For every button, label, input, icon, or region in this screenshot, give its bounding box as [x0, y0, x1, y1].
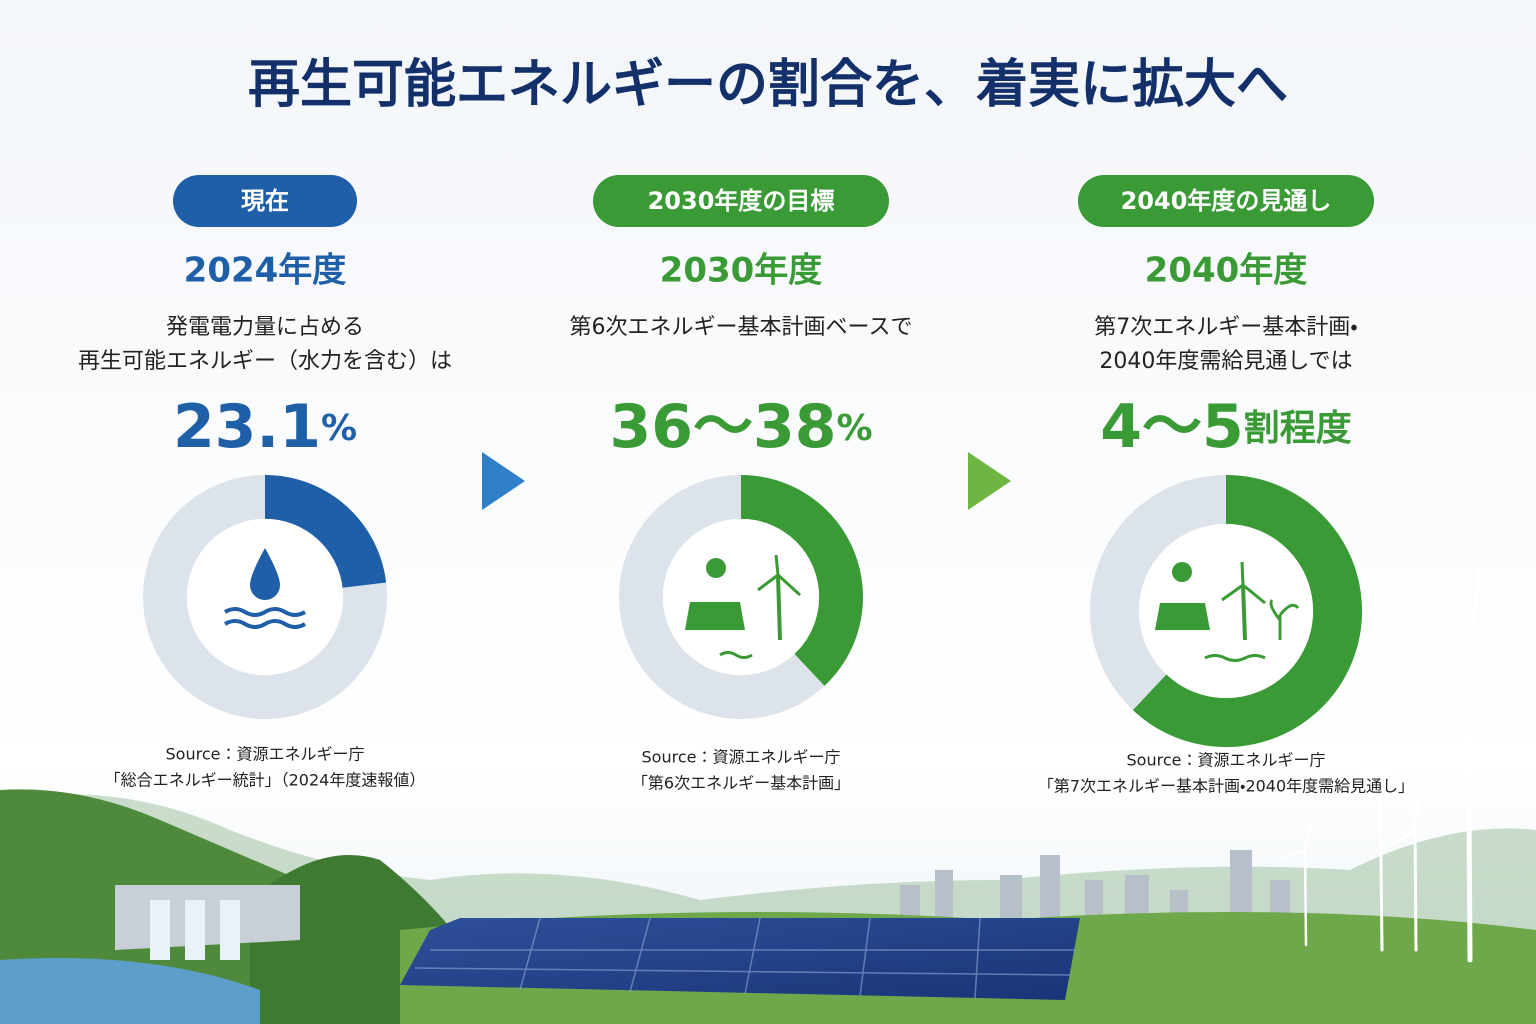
headline: 36～38%: [609, 392, 872, 462]
badge: 2030年度の目標: [648, 187, 835, 215]
headline-value: 23.1: [173, 392, 321, 462]
source: 「第7次エネルギー基本計画・2040年度需給見通し」: [1038, 777, 1414, 796]
headline-value: 36～38: [609, 392, 836, 462]
solar-wind-plant-icon: [1155, 561, 1300, 662]
arrow: [482, 452, 525, 510]
headline: 4～5割程度: [1100, 392, 1352, 462]
source: Source：資源エネルギー庁: [166, 745, 365, 764]
badge-background: [173, 175, 357, 227]
source: Source：資源エネルギー庁: [642, 748, 841, 767]
title: 再生可能エネルギーの割合を、着実に拡大へ: [248, 55, 1288, 115]
badge: 2040年度の見通し: [1121, 187, 1332, 215]
donut-segment: [1132, 475, 1362, 747]
donut-center: [662, 518, 820, 676]
source: 「総合エネルギー統計」（2024年度速報値）: [105, 771, 426, 790]
solar-wind-icon: [685, 554, 802, 659]
headline-unit: %: [321, 408, 357, 449]
donut-segment: [740, 475, 863, 686]
source: 「第6次エネルギー基本計画」: [632, 774, 850, 793]
year: 2040年度: [1145, 251, 1308, 291]
water-icon: [223, 548, 307, 629]
badge: 現在: [241, 187, 289, 215]
arrow: [968, 452, 1011, 510]
landscape: [0, 567, 1536, 1024]
description: 再生可能エネルギー（水力を含む）は: [78, 349, 452, 374]
headline: 23.1%: [173, 392, 357, 462]
headline-value: 4～5: [1100, 392, 1244, 462]
headline-unit: 割程度: [1244, 408, 1352, 449]
source: Source：資源エネルギー庁: [1127, 751, 1326, 770]
description: 発電電力量に占める: [166, 315, 364, 340]
description: 第7次エネルギー基本計画・: [1094, 315, 1357, 340]
description: 2040年度需給見通しでは: [1099, 349, 1352, 374]
headline-unit: %: [836, 408, 872, 449]
year: 2030年度: [660, 251, 823, 291]
badge-background: [593, 175, 889, 227]
year: 2024年度: [184, 251, 347, 291]
donut-segment: [264, 475, 387, 589]
badge-background: [1078, 175, 1374, 227]
description: 第6次エネルギー基本計画ベースで: [570, 315, 913, 340]
